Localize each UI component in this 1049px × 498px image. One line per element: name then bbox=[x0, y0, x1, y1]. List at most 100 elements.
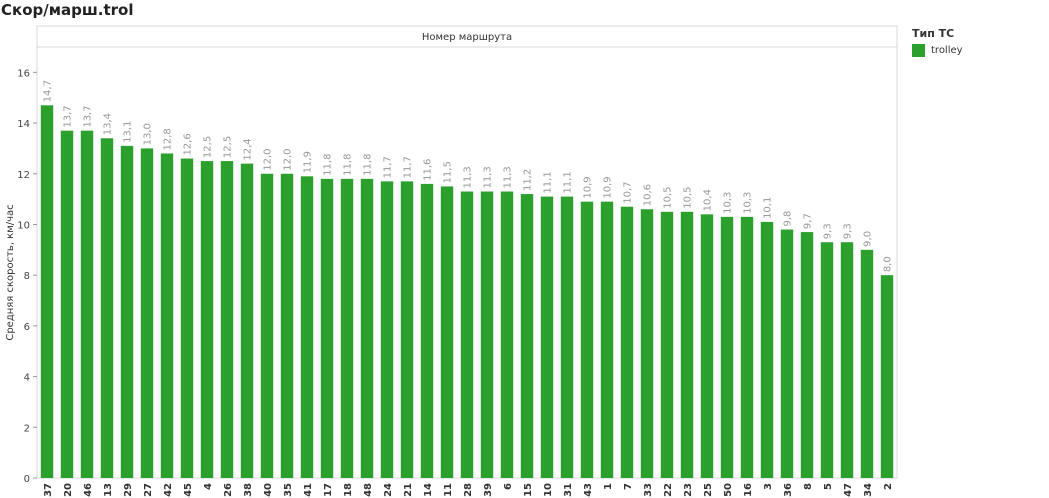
bar-value-label: 11,2 bbox=[523, 169, 534, 191]
x-category-label: 27 bbox=[143, 483, 154, 497]
x-category-label: 2 bbox=[883, 483, 894, 490]
bar-11 bbox=[440, 186, 454, 479]
x-category-label: 18 bbox=[343, 483, 354, 497]
y-tick-label: 6 bbox=[24, 322, 30, 333]
legend-title: Тип ТС bbox=[912, 27, 955, 40]
x-category-label: 43 bbox=[583, 483, 594, 497]
x-category-label: 29 bbox=[123, 483, 134, 497]
x-category-label: 7 bbox=[623, 483, 634, 490]
bar-43 bbox=[580, 201, 594, 478]
legend-swatch bbox=[912, 44, 925, 57]
x-category-label: 15 bbox=[523, 483, 534, 497]
bar-value-label: 11,8 bbox=[343, 154, 354, 176]
x-category-label: 41 bbox=[303, 483, 314, 497]
bar-value-label: 10,3 bbox=[743, 192, 754, 214]
bar-value-label: 8,0 bbox=[883, 256, 894, 272]
x-category-label: 33 bbox=[643, 483, 654, 497]
x-category-label: 28 bbox=[463, 483, 474, 497]
x-category-label: 3 bbox=[763, 483, 774, 490]
y-tick-label: 8 bbox=[24, 271, 30, 282]
bar-42 bbox=[160, 153, 174, 478]
bar-value-label: 10,5 bbox=[663, 187, 674, 209]
bar-16 bbox=[740, 216, 754, 479]
bar-31 bbox=[560, 196, 574, 479]
bar-value-label: 11,6 bbox=[423, 159, 434, 181]
bar-value-label: 14,7 bbox=[43, 80, 54, 102]
bar-33 bbox=[640, 209, 654, 478]
bar-47 bbox=[840, 242, 854, 478]
x-category-label: 36 bbox=[783, 483, 794, 497]
legend-label: trolley bbox=[931, 45, 963, 56]
bar-18 bbox=[340, 178, 354, 478]
bar-value-label: 11,7 bbox=[403, 156, 414, 178]
bar-22 bbox=[660, 211, 674, 478]
y-tick-label: 14 bbox=[17, 119, 30, 130]
bar-value-label: 12,6 bbox=[183, 133, 194, 155]
x-category-label: 48 bbox=[363, 483, 374, 497]
x-category-label: 45 bbox=[183, 483, 194, 497]
bar-38 bbox=[240, 163, 254, 478]
x-category-label: 23 bbox=[683, 483, 694, 497]
bar-36 bbox=[780, 229, 794, 478]
bar-value-label: 13,4 bbox=[103, 113, 114, 135]
bar-value-label: 10,9 bbox=[603, 176, 614, 198]
bar-37 bbox=[40, 105, 54, 478]
bar-value-label: 11,1 bbox=[543, 171, 554, 193]
x-category-label: 50 bbox=[723, 483, 734, 497]
y-tick-label: 12 bbox=[17, 170, 30, 181]
bar-value-label: 9,3 bbox=[823, 223, 834, 239]
chart-header: Номер маршрута bbox=[422, 32, 512, 43]
bar-6 bbox=[500, 191, 514, 478]
bar-value-label: 11,3 bbox=[483, 166, 494, 188]
bar-value-label: 10,7 bbox=[623, 181, 634, 203]
bar-chart: Номер маршрута Средняя скорость, км/час 0 2… bbox=[5, 25, 898, 497]
bar-value-label: 12,0 bbox=[263, 148, 274, 170]
bar-value-label: 11,5 bbox=[443, 161, 454, 183]
bar-10 bbox=[540, 196, 554, 479]
bar-value-label: 12,8 bbox=[163, 128, 174, 150]
bar-17 bbox=[320, 178, 334, 478]
bar-15 bbox=[520, 194, 534, 478]
bar-1 bbox=[600, 201, 614, 478]
bar-value-label: 11,9 bbox=[303, 151, 314, 173]
x-category-label: 39 bbox=[483, 483, 494, 497]
bar-value-label: 11,1 bbox=[563, 171, 574, 193]
x-category-label: 17 bbox=[323, 483, 334, 497]
x-category-label: 5 bbox=[823, 483, 834, 490]
bar-8 bbox=[800, 232, 814, 478]
bar-2 bbox=[880, 275, 894, 478]
x-category-label: 21 bbox=[403, 483, 414, 497]
bar-value-label: 11,3 bbox=[503, 166, 514, 188]
bar-value-label: 13,1 bbox=[123, 121, 134, 143]
x-category-label: 47 bbox=[843, 483, 854, 497]
bar-4 bbox=[200, 161, 214, 478]
x-category-label: 22 bbox=[663, 483, 674, 497]
x-category-label: 10 bbox=[543, 483, 554, 497]
bar-23 bbox=[680, 211, 694, 478]
y-tick-label: 4 bbox=[24, 373, 30, 384]
bar-value-label: 13,7 bbox=[63, 105, 74, 127]
x-category-label: 20 bbox=[63, 483, 74, 497]
bar-5 bbox=[820, 242, 834, 478]
bar-value-label: 10,3 bbox=[723, 192, 734, 214]
bar-3 bbox=[760, 221, 774, 478]
bar-25 bbox=[700, 214, 714, 478]
bar-value-label: 10,5 bbox=[683, 187, 694, 209]
bar-value-label: 13,0 bbox=[143, 123, 154, 145]
y-tick-label: 2 bbox=[24, 423, 30, 434]
x-category-label: 42 bbox=[163, 483, 174, 497]
bar-41 bbox=[300, 176, 314, 479]
bar-value-label: 10,1 bbox=[763, 197, 774, 219]
bar-24 bbox=[380, 181, 394, 478]
bar-value-label: 9,8 bbox=[783, 211, 794, 227]
legend-item-trolley[interactable]: trolley bbox=[912, 44, 963, 57]
x-category-label: 40 bbox=[263, 483, 274, 497]
bar-value-label: 12,0 bbox=[283, 148, 294, 170]
bar-value-label: 9,3 bbox=[843, 223, 854, 239]
bar-value-label: 10,6 bbox=[643, 184, 654, 206]
bar-value-label: 11,7 bbox=[383, 156, 394, 178]
bar-value-label: 13,7 bbox=[83, 105, 94, 127]
x-category-label: 35 bbox=[283, 483, 294, 497]
bar-value-label: 10,4 bbox=[703, 189, 714, 211]
bar-27 bbox=[140, 148, 154, 479]
